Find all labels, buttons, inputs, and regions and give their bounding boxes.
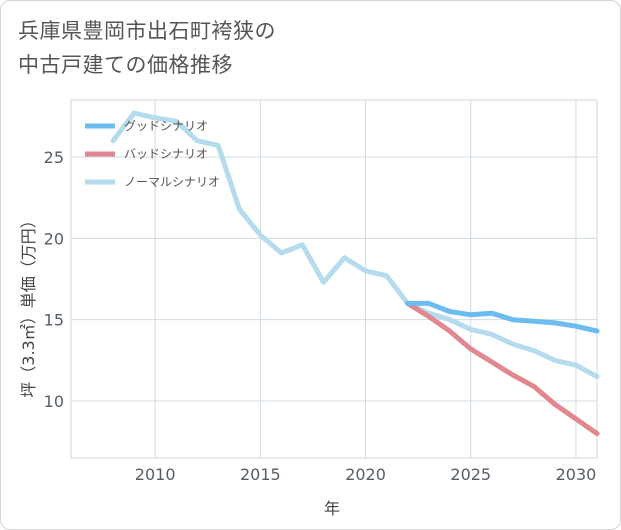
y-tick-label: 10 bbox=[44, 392, 64, 411]
x-axis-ticks: 2010 2015 2020 2025 2030 bbox=[135, 465, 597, 484]
x-tick-label: 2020 bbox=[345, 465, 386, 484]
legend-label-3: ノーマルシナリオ bbox=[124, 175, 220, 189]
series-line-2 bbox=[405, 300, 600, 437]
x-tick-label: 2010 bbox=[135, 465, 176, 484]
x-tick-label: 2015 bbox=[240, 465, 281, 484]
x-tick-label: 2030 bbox=[556, 465, 597, 484]
y-tick-label: 25 bbox=[44, 148, 64, 167]
series-lines bbox=[110, 110, 600, 437]
series-line-3 bbox=[110, 110, 600, 380]
y-axis-title: 坪（3.3㎡）単価（万円） bbox=[19, 212, 38, 397]
x-axis-title: 年 bbox=[324, 499, 340, 518]
grid-lines bbox=[71, 100, 597, 458]
y-tick-label: 15 bbox=[44, 311, 64, 330]
x-tick-label: 2025 bbox=[450, 465, 491, 484]
legend-label-2: バッドシナリオ bbox=[124, 147, 208, 161]
series-line-1 bbox=[405, 300, 600, 334]
y-tick-label: 20 bbox=[44, 229, 64, 248]
plot-area bbox=[70, 99, 598, 459]
chart-title-line-1: 兵庫県豊岡市出石町袴狭の bbox=[18, 19, 276, 43]
y-axis-ticks: 10 15 20 25 bbox=[44, 148, 64, 411]
chart-title-line-2: 中古戸建ての価格推移 bbox=[18, 53, 233, 77]
legend-label-1: グッドシナリオ bbox=[124, 119, 208, 133]
chart-title: 兵庫県豊岡市出石町袴狭の 中古戸建ての価格推移 bbox=[18, 14, 276, 82]
